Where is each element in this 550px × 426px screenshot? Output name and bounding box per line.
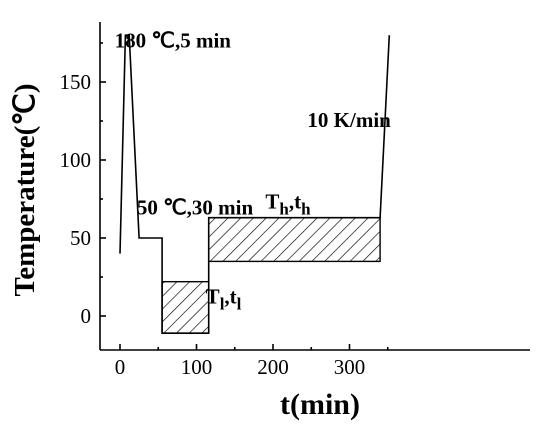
annotation-4: Th,th xyxy=(265,189,311,218)
y-tick-label-150: 150 xyxy=(60,70,92,94)
annotation-5: Tl,tl xyxy=(206,285,242,314)
x-tick-label-0: 0 xyxy=(115,355,126,379)
annotation-3: 10 K/min xyxy=(307,108,391,132)
hatched-regions xyxy=(161,217,381,334)
annotation-1: 180 ℃,5 min xyxy=(115,29,232,53)
hatched-region-1 xyxy=(161,280,210,334)
annotations: 180 ℃,5 min 50 ℃,30 min 10 K/min Th,th Tl,tl xyxy=(115,29,392,314)
series-layer xyxy=(119,34,391,335)
series-line-1 xyxy=(119,34,391,335)
y-tick-label-50: 50 xyxy=(70,226,91,250)
x-axis-title: t(min) xyxy=(280,388,360,421)
y-axis-title: Temperature(℃) xyxy=(9,84,41,297)
y-tick-label-0: 0 xyxy=(81,304,92,328)
axes xyxy=(99,22,530,351)
x-tick-label-100: 100 xyxy=(181,355,213,379)
x-tick-label-300: 300 xyxy=(334,355,366,379)
annotation-2: 50 ℃,30 min xyxy=(137,196,254,220)
ticks: 0 100 200 300 0 50 100 150 xyxy=(60,42,389,379)
x-tick-label-200: 200 xyxy=(257,355,289,379)
y-tick-label-100: 100 xyxy=(60,148,92,172)
hatched-region-2 xyxy=(208,217,381,263)
